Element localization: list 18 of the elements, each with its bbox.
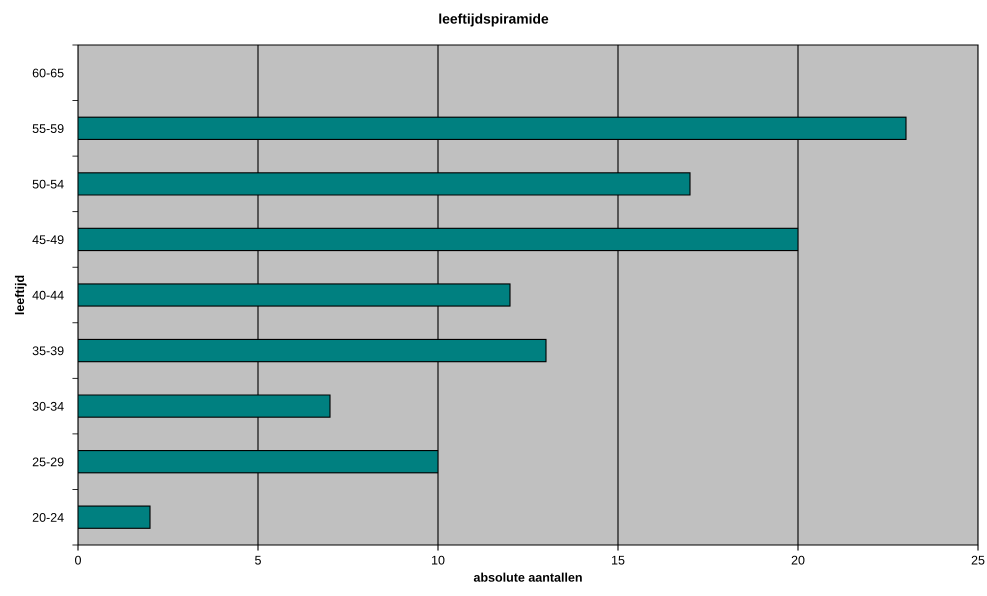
y-tick-label: 40-44 <box>32 290 64 300</box>
x-tick-label: 20 <box>792 556 804 565</box>
y-tick-label: 45-49 <box>32 235 64 244</box>
y-tick-label: 50-54 <box>32 180 64 189</box>
x-tick-label: 15 <box>612 556 624 565</box>
y-tick-label: 20-24 <box>32 513 64 522</box>
x-tick-label: 0 <box>75 556 81 565</box>
y-tick-label: 25-29 <box>32 457 64 466</box>
x-axis-title: absolute aantallen <box>474 572 582 582</box>
y-tick-label: 30-34 <box>32 402 64 411</box>
y-tick-label: 60-65 <box>32 68 64 78</box>
y-tick-label: 35-39 <box>32 346 64 356</box>
y-axis-title: leeftijd <box>14 276 27 314</box>
x-tick-label: 25 <box>972 556 984 565</box>
x-tick-label: 10 <box>432 556 444 565</box>
x-tick-label: 5 <box>255 556 261 565</box>
chart-title: leeftijdspiramide <box>439 14 548 26</box>
y-tick-label: 55-59 <box>32 124 64 133</box>
